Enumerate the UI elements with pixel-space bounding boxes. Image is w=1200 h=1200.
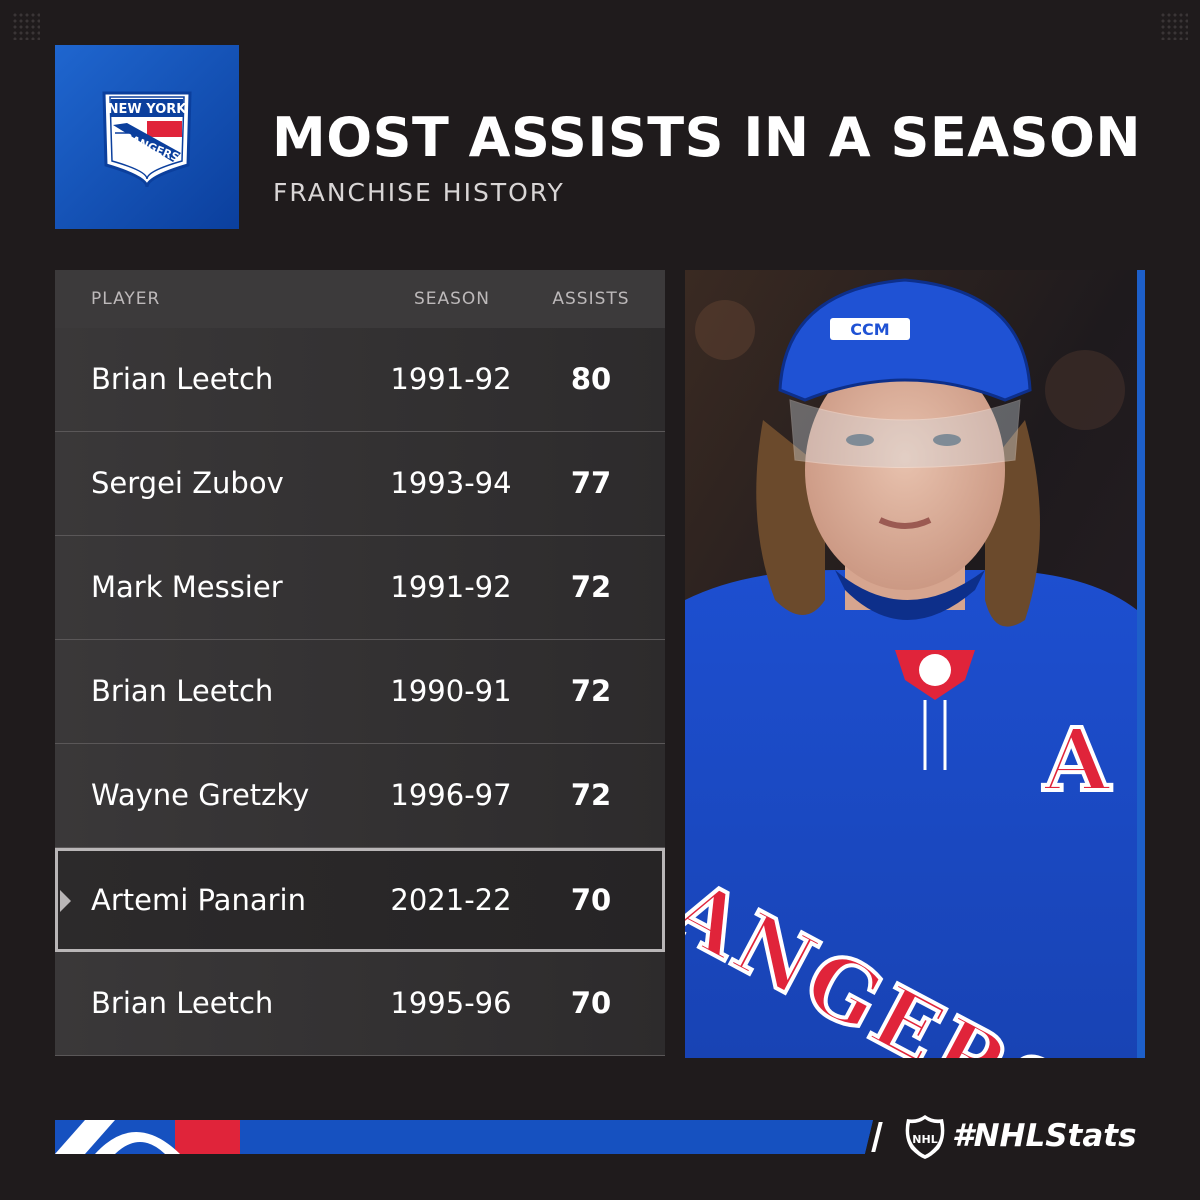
footer-accent-bar [55, 1120, 873, 1154]
column-header-assists: ASSISTS [552, 289, 630, 309]
season-value: 1991-92 [390, 362, 512, 396]
footer-divider [871, 1122, 883, 1152]
season-value: 2021-22 [390, 883, 512, 917]
svg-text:NHL: NHL [912, 1133, 937, 1146]
player-photo: CCM A RANGERS [685, 270, 1137, 1058]
player-name: Mark Messier [91, 570, 283, 604]
page-subtitle: FRANCHISE HISTORY [273, 178, 565, 207]
player-name: Wayne Gretzky [91, 778, 310, 812]
nhl-shield-icon: NHL [905, 1115, 945, 1159]
team-logo: NEW YORK RANGERS [55, 45, 239, 229]
player-name: Brian Leetch [91, 986, 274, 1020]
corner-dots-left [12, 12, 40, 40]
season-value: 1990-91 [390, 674, 512, 708]
helmet-brand-text: CCM [850, 320, 889, 339]
hockey-player-illustration: CCM A RANGERS [685, 270, 1137, 1058]
assists-value: 80 [570, 362, 612, 396]
season-value: 1995-96 [390, 986, 512, 1020]
table-row: Sergei Zubov 1993-94 77 [55, 432, 665, 536]
table-row: Mark Messier 1991-92 72 [55, 536, 665, 640]
season-value: 1996-97 [390, 778, 512, 812]
highlight-arrow-icon [60, 890, 71, 912]
table-row: Brian Leetch 1995-96 70 [55, 952, 665, 1056]
player-name: Brian Leetch [91, 674, 274, 708]
table-header: PLAYER SEASON ASSISTS [55, 270, 665, 328]
season-value: 1993-94 [390, 466, 512, 500]
player-name: Artemi Panarin [91, 883, 306, 917]
assists-value: 70 [570, 986, 612, 1020]
column-header-player: PLAYER [91, 289, 161, 309]
table-row: Brian Leetch 1991-92 80 [55, 328, 665, 432]
player-name: Brian Leetch [91, 362, 274, 396]
column-header-season: SEASON [413, 289, 491, 309]
page-title: MOST ASSISTS IN A SEASON [272, 106, 1142, 169]
logo-line1: NEW YORK [108, 102, 188, 117]
assists-value: 72 [570, 674, 612, 708]
corner-dots-right [1160, 12, 1188, 40]
assists-value: 70 [570, 883, 612, 917]
table-row: Wayne Gretzky 1996-97 72 [55, 744, 665, 848]
rangers-shield-icon: NEW YORK RANGERS [102, 91, 192, 188]
player-name: Sergei Zubov [91, 466, 284, 500]
photo-accent-bar [1137, 270, 1145, 1058]
assists-table: PLAYER SEASON ASSISTS Brian Leetch 1991-… [55, 270, 665, 1058]
table-row: Brian Leetch 1990-91 72 [55, 640, 665, 744]
assists-value: 72 [570, 778, 612, 812]
assists-value: 77 [570, 466, 612, 500]
assists-value: 72 [570, 570, 612, 604]
season-value: 1991-92 [390, 570, 512, 604]
footer-hashtag: #NHLStats [952, 1118, 1137, 1154]
captain-letter: A [1043, 710, 1112, 811]
table-row-highlighted: Artemi Panarin 2021-22 70 [55, 848, 665, 952]
footer-stripes-icon [55, 1120, 873, 1154]
